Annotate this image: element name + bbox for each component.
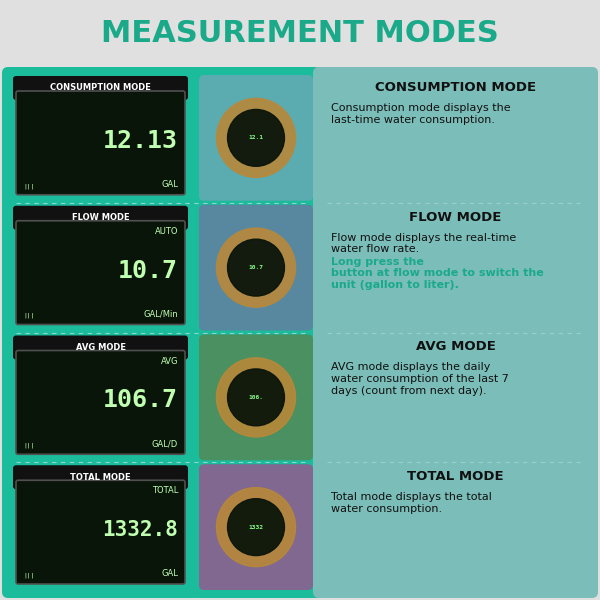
Text: Total mode displays the total
water consumption.: Total mode displays the total water cons… <box>331 492 492 514</box>
Text: MEASUREMENT MODES: MEASUREMENT MODES <box>101 19 499 49</box>
FancyBboxPatch shape <box>199 464 313 590</box>
Circle shape <box>217 228 296 307</box>
Text: 12.13: 12.13 <box>103 129 178 153</box>
Circle shape <box>227 369 284 426</box>
Text: AVG mode displays the daily
water consumption of the last 7
days (count from nex: AVG mode displays the daily water consum… <box>331 362 509 396</box>
Text: CONSUMPTION MODE: CONSUMPTION MODE <box>375 81 536 94</box>
Text: |||: ||| <box>23 443 34 448</box>
Circle shape <box>217 488 296 566</box>
Text: TOTAL: TOTAL <box>152 486 178 495</box>
Text: GAL/Min: GAL/Min <box>143 310 178 319</box>
Text: TOTAL MODE: TOTAL MODE <box>70 473 131 482</box>
FancyBboxPatch shape <box>16 480 185 584</box>
Text: AVG MODE: AVG MODE <box>416 340 496 353</box>
Circle shape <box>217 98 296 178</box>
FancyBboxPatch shape <box>13 206 188 230</box>
Text: |||: ||| <box>23 313 34 319</box>
Text: CONSUMPTION MODE: CONSUMPTION MODE <box>50 83 151 92</box>
Text: Long press the
button at flow mode to switch the
unit (gallon to liter).: Long press the button at flow mode to sw… <box>331 257 544 290</box>
Text: TOTAL MODE: TOTAL MODE <box>407 470 504 483</box>
FancyBboxPatch shape <box>13 335 188 359</box>
Text: GAL/D: GAL/D <box>152 439 178 448</box>
FancyBboxPatch shape <box>191 67 321 598</box>
Text: Flow mode displays the real-time
water flow rate.: Flow mode displays the real-time water f… <box>331 233 516 254</box>
FancyBboxPatch shape <box>313 67 598 598</box>
Text: 1332: 1332 <box>248 524 263 530</box>
Bar <box>0 0 600 68</box>
Text: GAL: GAL <box>161 569 178 578</box>
Text: Consumption mode displays the
last-time water consumption.: Consumption mode displays the last-time … <box>331 103 511 125</box>
FancyBboxPatch shape <box>199 335 313 460</box>
Text: FLOW MODE: FLOW MODE <box>409 211 502 224</box>
Text: 106.: 106. <box>248 395 263 400</box>
FancyBboxPatch shape <box>13 465 188 489</box>
Circle shape <box>227 109 284 166</box>
FancyBboxPatch shape <box>16 350 185 454</box>
Text: 1332.8: 1332.8 <box>102 520 178 540</box>
FancyBboxPatch shape <box>2 67 199 598</box>
Circle shape <box>227 239 284 296</box>
Text: 12.1: 12.1 <box>248 136 263 140</box>
FancyBboxPatch shape <box>13 76 188 100</box>
FancyBboxPatch shape <box>199 75 313 201</box>
Text: AVG: AVG <box>161 356 178 365</box>
Text: GAL: GAL <box>161 180 178 189</box>
Text: 10.7: 10.7 <box>248 265 263 270</box>
Text: AVG MODE: AVG MODE <box>76 343 125 352</box>
Text: FLOW MODE: FLOW MODE <box>71 213 130 222</box>
Text: 10.7: 10.7 <box>118 259 178 283</box>
FancyBboxPatch shape <box>199 205 313 331</box>
Text: |||: ||| <box>23 183 34 189</box>
Text: AUTO: AUTO <box>155 227 178 236</box>
Text: 106.7: 106.7 <box>103 388 178 412</box>
FancyBboxPatch shape <box>16 91 185 195</box>
Text: |||: ||| <box>23 572 34 578</box>
Circle shape <box>217 358 296 437</box>
FancyBboxPatch shape <box>16 221 185 325</box>
Circle shape <box>227 499 284 556</box>
